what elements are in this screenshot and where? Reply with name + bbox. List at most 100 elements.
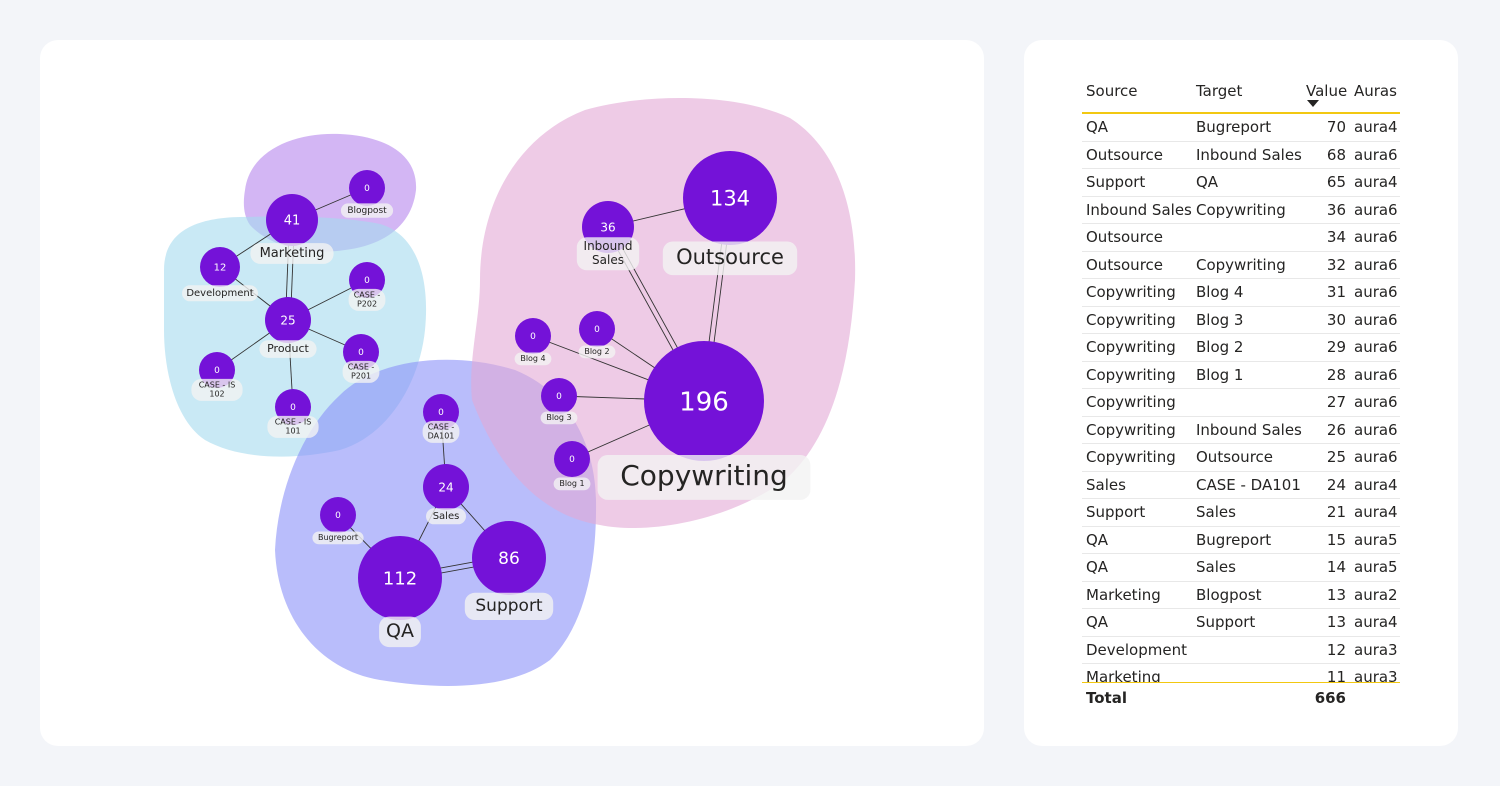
- table-row[interactable]: QA Support 13 aura4: [1082, 609, 1400, 637]
- cell-target: Copywriting: [1196, 200, 1286, 219]
- node-case-p201[interactable]: 0 CASE -P201: [342, 334, 380, 383]
- node-case-da101[interactable]: 0 CASE -DA101: [422, 394, 460, 443]
- table-row[interactable]: Marketing Blogpost 13 aura2: [1082, 582, 1400, 609]
- table-row[interactable]: Inbound Sales Copywriting 36 aura6: [1082, 197, 1400, 224]
- node-sales[interactable]: 24 Sales: [423, 464, 469, 525]
- node-value: 12: [214, 263, 227, 274]
- cell-source: Copywriting: [1086, 393, 1176, 411]
- node-label-background: [426, 508, 466, 525]
- node-value: 0: [594, 325, 600, 335]
- node-blog3[interactable]: 0 Blog 3: [540, 378, 578, 425]
- header-auras[interactable]: Auras: [1354, 82, 1397, 100]
- cell-target: Blog 3: [1196, 310, 1244, 329]
- cell-value: 27: [1326, 393, 1346, 411]
- node-circle[interactable]: [349, 170, 385, 206]
- node-value: 36: [600, 220, 615, 234]
- node-case-p202[interactable]: 0 CASE -P202: [348, 262, 386, 311]
- cell-value: 25: [1326, 448, 1346, 466]
- node-value: 0: [569, 455, 575, 465]
- cell-aura: aura2: [1354, 585, 1398, 604]
- node-value: 0: [335, 511, 341, 521]
- header-source[interactable]: Source: [1086, 82, 1138, 100]
- node-circle[interactable]: [541, 378, 577, 414]
- cell-target: CASE - DA101: [1196, 475, 1301, 494]
- cell-value: 13: [1326, 585, 1346, 604]
- node-circle[interactable]: [358, 536, 442, 620]
- node-outsource[interactable]: 134 Outsource: [662, 151, 798, 276]
- node-qa[interactable]: 112 QA: [358, 536, 442, 648]
- node-label: P202: [357, 300, 377, 309]
- table-row[interactable]: Copywriting Inbound Sales 26 aura6: [1082, 417, 1400, 444]
- node-support[interactable]: 86 Support: [464, 521, 554, 621]
- header-value[interactable]: Value: [1306, 82, 1348, 100]
- node-circle[interactable]: [320, 497, 356, 533]
- node-label-background: [578, 345, 616, 359]
- node-label-background: [312, 531, 364, 545]
- node-marketing[interactable]: 41 Marketing: [250, 194, 334, 264]
- node-blog1[interactable]: 0 Blog 1: [553, 441, 591, 491]
- table-row[interactable]: Support QA 65 aura4: [1082, 169, 1400, 197]
- sort-descending-icon[interactable]: [1307, 100, 1319, 107]
- cell-target: Bugreport: [1196, 118, 1272, 136]
- node-circle[interactable]: [472, 521, 546, 595]
- node-label: QA: [386, 620, 414, 642]
- table-row[interactable]: QA Bugreport 15 aura5: [1082, 527, 1400, 554]
- node-value: 196: [679, 387, 729, 417]
- node-circle[interactable]: [683, 151, 777, 245]
- cell-source: Outsource: [1086, 255, 1164, 274]
- node-circle[interactable]: [554, 441, 590, 477]
- cell-value: 32: [1326, 255, 1346, 274]
- table-row[interactable]: Copywriting 27 aura6: [1082, 389, 1400, 417]
- node-circle[interactable]: [579, 311, 615, 347]
- cell-value: 30: [1326, 310, 1346, 329]
- node-circle[interactable]: [266, 194, 318, 246]
- node-bugreport[interactable]: 0 Bugreport: [312, 497, 364, 545]
- node-circle[interactable]: [515, 318, 551, 354]
- cell-value: 28: [1326, 365, 1346, 384]
- node-label: Blog 4: [520, 354, 545, 363]
- table-row[interactable]: Outsource Copywriting 32 aura6: [1082, 252, 1400, 279]
- node-circle[interactable]: [200, 247, 240, 287]
- node-copywriting[interactable]: 196 Copywriting: [597, 341, 811, 500]
- table-row[interactable]: Copywriting Blog 2 29 aura6: [1082, 334, 1400, 362]
- table-row[interactable]: Outsource 34 aura6: [1082, 224, 1400, 252]
- table-row[interactable]: Outsource Inbound Sales 68 aura6: [1082, 142, 1400, 169]
- node-product[interactable]: 25 Product: [259, 297, 317, 358]
- network-graph[interactable]: 41 Marketing 0 Blogpost 12 Development 25 Produ…: [40, 40, 984, 746]
- node-circle[interactable]: [644, 341, 764, 461]
- node-blogpost[interactable]: 0 Blogpost: [340, 170, 394, 218]
- node-circle[interactable]: [265, 297, 311, 343]
- cell-target: Inbound Sales: [1196, 420, 1302, 439]
- cell-value: 36: [1326, 200, 1346, 219]
- table-row[interactable]: QA Bugreport 70 aura4: [1082, 114, 1400, 142]
- table-row[interactable]: Copywriting Outsource 25 aura6: [1082, 444, 1400, 472]
- cell-target: Sales: [1196, 558, 1236, 576]
- table-row[interactable]: QA Sales 14 aura5: [1082, 554, 1400, 582]
- table-row[interactable]: Copywriting Blog 1 28 aura6: [1082, 362, 1400, 389]
- table-row[interactable]: Copywriting Blog 4 31 aura6: [1082, 279, 1400, 307]
- node-value: 0: [290, 403, 296, 413]
- table-body[interactable]: QA Bugreport 70 aura4 Outsource Inbound Sales…: [1082, 114, 1400, 682]
- node-label: Marketing: [260, 246, 325, 261]
- cell-value: 11: [1326, 668, 1346, 682]
- cell-value: 70: [1326, 118, 1346, 136]
- node-blog2[interactable]: 0 Blog 2: [578, 311, 616, 359]
- table-row[interactable]: Copywriting Blog 3 30 aura6: [1082, 307, 1400, 334]
- node-label: Sales: [433, 511, 460, 522]
- header-target[interactable]: Target: [1196, 82, 1243, 100]
- table-row[interactable]: Sales CASE - DA101 24 aura4: [1082, 472, 1400, 499]
- node-label-background: [553, 477, 591, 491]
- node-label: 102: [209, 390, 224, 399]
- node-label: CASE -: [354, 290, 381, 299]
- table-row[interactable]: Development 12 aura3: [1082, 637, 1400, 664]
- node-development[interactable]: 12 Development: [182, 247, 258, 302]
- node-blog4[interactable]: 0 Blog 4: [514, 318, 552, 366]
- table-row[interactable]: Marketing 11 aura3: [1082, 664, 1400, 682]
- cell-aura: aura6: [1354, 200, 1398, 219]
- node-circle[interactable]: [423, 464, 469, 510]
- data-table: Source Target Value Auras QA Bugreport 70 a…: [1082, 80, 1400, 713]
- table-row[interactable]: Support Sales 21 aura4: [1082, 499, 1400, 527]
